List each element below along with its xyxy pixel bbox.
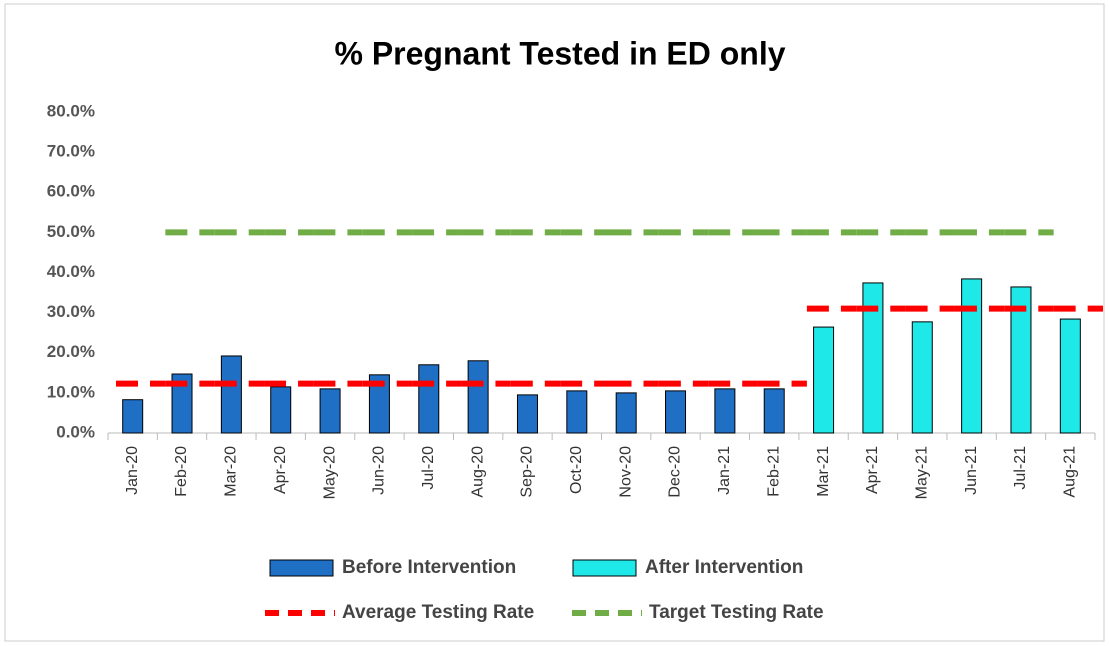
bar [862, 282, 884, 434]
y-tick-label: 40.0% [47, 262, 95, 281]
legend-swatch [572, 559, 637, 577]
bar [615, 392, 637, 434]
x-tick-label: Jul-21 [1012, 446, 1029, 490]
x-tick-label: Mar-21 [815, 446, 832, 497]
y-tick-label: 80.0% [47, 101, 95, 120]
y-tick-label: 70.0% [47, 142, 95, 161]
bar [270, 386, 292, 434]
legend-label: Target Testing Rate [649, 602, 824, 623]
x-tick-label: Dec-20 [667, 446, 684, 498]
x-tick-label: Mar-20 [223, 446, 240, 497]
bar [516, 394, 538, 434]
bar [665, 390, 687, 434]
x-tick-label: Jul-20 [420, 446, 437, 490]
x-tick-label: Nov-20 [617, 446, 634, 498]
x-tick-label: Sep-20 [519, 446, 536, 498]
x-tick-label: Jan-21 [716, 446, 733, 495]
x-tick-label: Aug-21 [1062, 446, 1079, 498]
legend-swatch [269, 559, 334, 577]
x-tick-label: Feb-21 [765, 446, 782, 497]
bar [368, 374, 390, 434]
bar [319, 388, 341, 434]
legend-label: After Intervention [645, 557, 803, 578]
bar [714, 388, 736, 434]
legend-label: Before Intervention [342, 557, 516, 578]
y-tick-label: 10.0% [47, 382, 95, 401]
y-tick-label: 50.0% [47, 222, 95, 241]
bar [467, 360, 489, 434]
bar [1059, 318, 1081, 434]
bar [566, 390, 588, 434]
legend-label: Average Testing Rate [342, 602, 534, 623]
x-tick-label: May-20 [321, 446, 338, 499]
chart-title: % Pregnant Tested in ED only [334, 35, 785, 71]
bar [171, 373, 193, 434]
x-tick-label: Feb-20 [173, 446, 190, 497]
y-tick-label: 0.0% [56, 422, 95, 441]
x-tick-label: Apr-20 [272, 446, 289, 494]
chart-border [4, 3, 1105, 642]
y-tick-label: 20.0% [47, 342, 95, 361]
bar [961, 278, 983, 434]
y-tick-label: 30.0% [47, 302, 95, 321]
x-tick-label: Apr-21 [864, 446, 881, 494]
x-tick-label: Aug-20 [469, 446, 486, 498]
bar [220, 355, 242, 434]
bar [1010, 286, 1032, 434]
bar [418, 364, 440, 434]
x-tick-label: Jun-20 [371, 446, 388, 495]
bar [911, 321, 933, 434]
bar [813, 326, 835, 434]
x-tick-label: Jun-21 [963, 446, 980, 495]
bar [122, 399, 144, 434]
bar [763, 388, 785, 434]
x-tick-label: Jan-20 [124, 446, 141, 495]
x-tick-label: May-21 [913, 446, 930, 499]
y-tick-label: 60.0% [47, 182, 95, 201]
x-tick-label: Oct-20 [568, 446, 585, 494]
